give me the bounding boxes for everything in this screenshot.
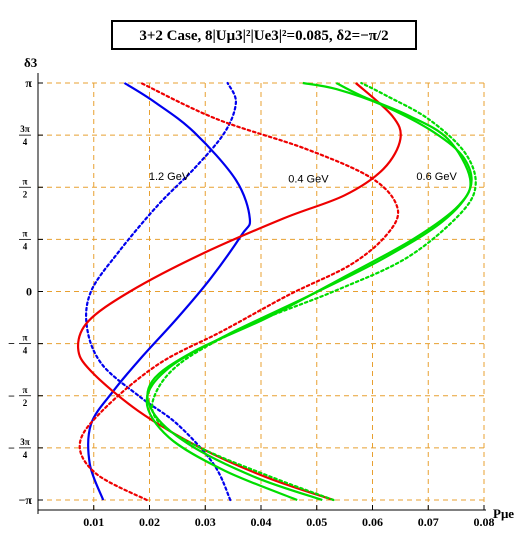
series-line-0-6-gev-solid (145, 81, 473, 502)
svg-text:π: π (23, 385, 28, 395)
grid-lines (38, 82, 485, 510)
svg-text:π: π (23, 176, 28, 186)
svg-text:3π: 3π (20, 437, 30, 447)
series-line-1-2-gev-dotted (85, 81, 237, 502)
y-tick-label: π4 (19, 228, 31, 251)
y-tick-label: −π (19, 493, 33, 507)
x-axis-label: Pμe (493, 506, 514, 521)
x-tick-label: 0.07 (418, 515, 439, 529)
svg-text:−: − (8, 337, 15, 351)
x-tick-label: 0.01 (83, 515, 104, 529)
x-tick-label: 0.08 (474, 515, 495, 529)
svg-text:2: 2 (23, 189, 28, 199)
x-tick-labels: 0.01 0.02 0.03 0.04 0.05 0.06 0.07 0.08 (83, 515, 494, 529)
x-tick-label: 0.02 (139, 515, 160, 529)
series-lines (76, 81, 477, 502)
annotations: 1.2 GeV 0.4 GeV 0.6 GeV (149, 171, 458, 186)
y-tick-label: 3π4 (19, 124, 31, 147)
y-tick-label: − π 4 (8, 333, 31, 356)
svg-text:−: − (8, 441, 15, 455)
x-tick-label: 0.05 (306, 515, 327, 529)
svg-text:π: π (23, 333, 28, 343)
svg-text:−: − (8, 389, 15, 403)
y-tick-label: −3π 4 (8, 437, 31, 460)
series-line-0-4-gev-dotted (78, 81, 400, 502)
y-tick-label: − π 2 (8, 385, 31, 408)
energy-annotation: 1.2 GeV (149, 171, 190, 183)
y-tick-label: π (25, 76, 32, 90)
axes (37, 73, 486, 514)
x-tick-label: 0.03 (195, 515, 216, 529)
y-tick-label: π2 (19, 176, 31, 199)
energy-annotation: 0.4 GeV (288, 174, 329, 186)
chart-title: 3+2 Case, 8|Uμ3|²|Ue3|²=0.085, δ2=−π/2 (139, 28, 388, 44)
x-tick-label: 0.04 (251, 515, 272, 529)
energy-annotation: 0.6 GeV (416, 171, 457, 183)
svg-text:4: 4 (23, 241, 28, 251)
svg-text:2: 2 (23, 398, 28, 408)
svg-text:4: 4 (23, 346, 28, 356)
x-tick-label: 0.06 (362, 515, 383, 529)
series-line-0-6-gev-dotted (151, 81, 477, 502)
svg-text:4: 4 (23, 137, 28, 147)
title-box (111, 20, 417, 50)
svg-text:π: π (23, 228, 28, 238)
y-axis-label: δ3 (24, 55, 38, 70)
svg-text:4: 4 (23, 450, 28, 460)
svg-text:3π: 3π (20, 124, 30, 134)
y-tick-label: 0 (26, 285, 32, 299)
